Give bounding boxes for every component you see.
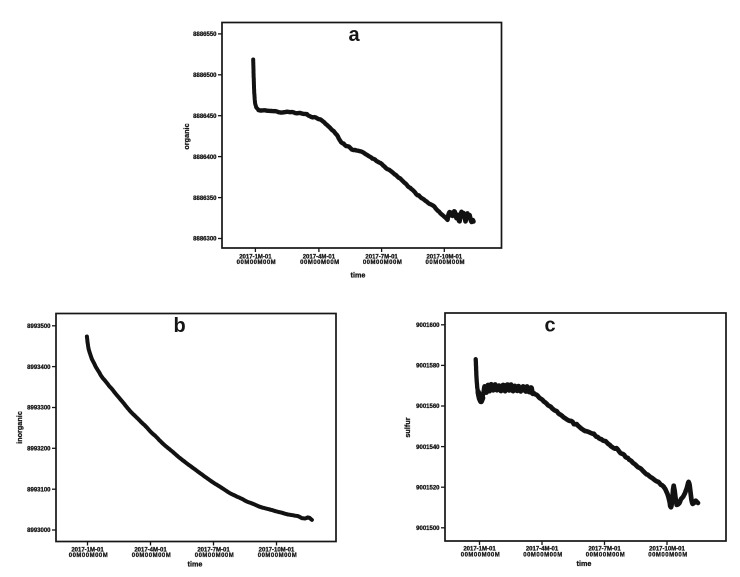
svg-text:00M00M00M: 00M00M00M	[523, 552, 563, 558]
svg-text:2017-7M-01: 2017-7M-01	[588, 547, 621, 553]
svg-text:8993500: 8993500	[27, 324, 51, 330]
svg-text:00M00M00M: 00M00M00M	[132, 553, 172, 559]
svg-text:8993000: 8993000	[27, 528, 51, 534]
svg-text:2017-1M-01: 2017-1M-01	[463, 547, 496, 553]
svg-text:time: time	[188, 560, 203, 569]
svg-text:2017-4M-01: 2017-4M-01	[526, 547, 559, 553]
svg-text:9001520: 9001520	[416, 485, 440, 491]
svg-text:00M00M00M: 00M00M00M	[426, 260, 466, 266]
svg-text:00M00M00M: 00M00M00M	[648, 552, 688, 558]
svg-text:8886500: 8886500	[193, 73, 217, 79]
svg-text:00M00M00M: 00M00M00M	[195, 553, 235, 559]
svg-text:9001580: 9001580	[416, 364, 440, 370]
svg-text:2017-4M-01: 2017-4M-01	[303, 255, 336, 261]
svg-text:c: c	[544, 315, 555, 337]
svg-text:8886300: 8886300	[193, 237, 217, 243]
svg-text:8886400: 8886400	[193, 155, 217, 161]
svg-text:2017-1M-01: 2017-1M-01	[239, 255, 272, 261]
svg-text:00M00M00M: 00M00M00M	[300, 260, 340, 266]
svg-text:8993100: 8993100	[27, 487, 51, 493]
svg-text:8993300: 8993300	[27, 406, 51, 412]
svg-text:00M00M00M: 00M00M00M	[258, 553, 298, 559]
svg-text:inorganic: inorganic	[15, 411, 24, 444]
svg-text:2017-10M-01: 2017-10M-01	[259, 547, 295, 553]
svg-text:00M00M00M: 00M00M00M	[237, 260, 277, 266]
svg-text:2017-7M-01: 2017-7M-01	[365, 255, 398, 261]
svg-text:9001540: 9001540	[416, 445, 440, 451]
svg-text:sulfur: sulfur	[403, 417, 412, 437]
svg-text:9001600: 9001600	[416, 323, 440, 329]
svg-text:00M00M00M: 00M00M00M	[461, 552, 501, 558]
svg-text:00M00M00M: 00M00M00M	[586, 552, 626, 558]
svg-text:2017-4M-01: 2017-4M-01	[134, 547, 167, 553]
svg-text:8993200: 8993200	[27, 447, 51, 453]
svg-text:2017-7M-01: 2017-7M-01	[197, 547, 230, 553]
svg-text:00M00M00M: 00M00M00M	[363, 260, 403, 266]
svg-text:b: b	[173, 315, 185, 337]
svg-text:a: a	[348, 24, 360, 46]
svg-text:9001560: 9001560	[416, 404, 440, 410]
svg-text:organic: organic	[182, 123, 191, 149]
svg-text:9001500: 9001500	[416, 526, 440, 532]
svg-text:8886350: 8886350	[193, 196, 217, 202]
svg-text:2017-10M-01: 2017-10M-01	[426, 255, 462, 261]
svg-text:2017-1M-01: 2017-1M-01	[71, 547, 104, 553]
svg-text:time: time	[577, 559, 592, 568]
svg-text:8886450: 8886450	[193, 114, 217, 120]
svg-text:time: time	[351, 271, 366, 280]
svg-text:00M00M00M: 00M00M00M	[69, 553, 109, 559]
svg-text:8886550: 8886550	[193, 32, 217, 38]
svg-text:2017-10M-01: 2017-10M-01	[649, 547, 685, 553]
svg-text:8993400: 8993400	[27, 365, 51, 371]
